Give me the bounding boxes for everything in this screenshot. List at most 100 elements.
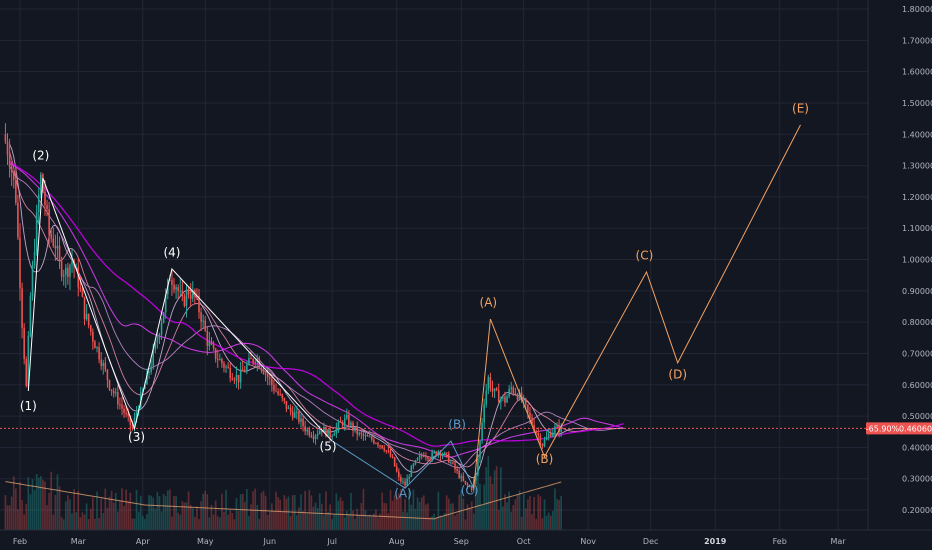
candle — [264, 371, 267, 382]
candle — [527, 404, 529, 419]
volume-bar — [271, 503, 273, 530]
volume-bar — [212, 514, 215, 530]
candle-body — [495, 388, 498, 391]
candle — [331, 434, 334, 441]
candle-body — [345, 414, 348, 419]
candle-body — [302, 418, 304, 427]
volume-bar — [175, 496, 177, 530]
candle-body — [58, 245, 61, 262]
volume-bar — [119, 500, 121, 530]
time-axis[interactable]: Feb Mar Apr May Jun Jul Aug Sep Oct Nov Dec 2019 Feb… — [0, 529, 932, 550]
volume-bar — [98, 518, 100, 530]
candle-body — [370, 436, 373, 440]
volume-bar — [79, 517, 82, 530]
volume-bar — [458, 494, 461, 530]
candle — [377, 441, 379, 449]
price-tick-label: 1.80000 — [902, 5, 932, 14]
volume-bar — [129, 492, 132, 530]
candle-body — [425, 456, 427, 458]
time-tick-label: Feb — [773, 537, 787, 546]
candle-body — [418, 455, 421, 458]
candle-body — [79, 287, 82, 290]
volume-bar — [472, 513, 475, 530]
candle — [46, 199, 48, 217]
volume-bar — [273, 511, 275, 530]
candle-body — [454, 463, 456, 470]
candle — [454, 461, 456, 473]
volume-bar — [522, 494, 525, 530]
candle-body — [541, 443, 544, 447]
volume-bar — [144, 518, 146, 530]
volume-bar — [520, 516, 523, 530]
volume-bar — [402, 511, 404, 530]
price-change-badge — [866, 422, 899, 435]
candle — [216, 349, 219, 368]
candle-body — [439, 451, 442, 456]
candle-body — [150, 366, 152, 373]
candle-body — [54, 245, 57, 249]
wave-label: (A) — [480, 295, 498, 309]
volume-bar — [58, 486, 61, 530]
candle-body — [456, 469, 458, 471]
candle-body — [452, 462, 454, 464]
volume-bar — [335, 493, 338, 530]
candle-body — [395, 466, 398, 472]
volume-bar — [148, 495, 150, 530]
volume-bar — [89, 508, 92, 530]
volume-bar — [441, 516, 444, 530]
volume-bar — [10, 496, 13, 530]
wave-label: (B) — [536, 452, 554, 466]
time-tick-label: Mar — [71, 537, 87, 546]
candle — [502, 395, 504, 402]
price-axis[interactable]: 0.20000 0.30000 0.40000 0.50000 0.60000 0.700… — [866, 0, 932, 530]
candle-body — [447, 453, 450, 463]
volume-bar — [327, 511, 329, 530]
candle-body — [339, 421, 342, 423]
wave-label: (1) — [20, 399, 37, 413]
candle — [362, 432, 365, 441]
candle-body — [29, 296, 32, 336]
volume-bar — [439, 515, 442, 530]
candle — [237, 374, 240, 390]
candle-body — [545, 436, 548, 440]
candle — [360, 429, 363, 440]
candle-body — [52, 238, 55, 246]
volume-bar — [452, 503, 454, 530]
candle-body — [429, 459, 431, 461]
candle — [37, 187, 40, 225]
candle-body — [362, 433, 365, 436]
volume-bar — [131, 518, 134, 530]
candle-body — [187, 291, 190, 295]
candle-body — [87, 313, 90, 326]
candle — [522, 394, 525, 409]
candle-body — [177, 287, 179, 291]
volume-bar — [35, 474, 38, 530]
candle-body — [404, 481, 406, 486]
candle — [250, 351, 252, 360]
candle-body — [500, 398, 502, 403]
candle-body — [506, 396, 508, 403]
volume-bar — [23, 514, 25, 530]
candle — [452, 461, 454, 465]
candle-body — [514, 392, 517, 395]
volume-bar — [491, 483, 494, 530]
volume-bar — [379, 513, 381, 530]
candle-body — [10, 166, 13, 172]
volume-bar — [260, 492, 263, 530]
volume-bar — [318, 493, 321, 530]
candle — [483, 398, 485, 429]
candle-body — [483, 404, 485, 423]
volume-bar — [308, 490, 311, 530]
candle-body — [56, 245, 59, 249]
wave-label: (2) — [32, 148, 49, 162]
volume-bar — [358, 514, 361, 530]
volume-bar — [171, 516, 173, 530]
current-price-label: 0.46060 — [899, 424, 932, 433]
candle-body — [293, 412, 296, 418]
volume-bar — [375, 509, 377, 530]
volume-bar — [100, 498, 103, 530]
volume-bar — [533, 496, 535, 530]
volume-bar — [429, 517, 431, 530]
